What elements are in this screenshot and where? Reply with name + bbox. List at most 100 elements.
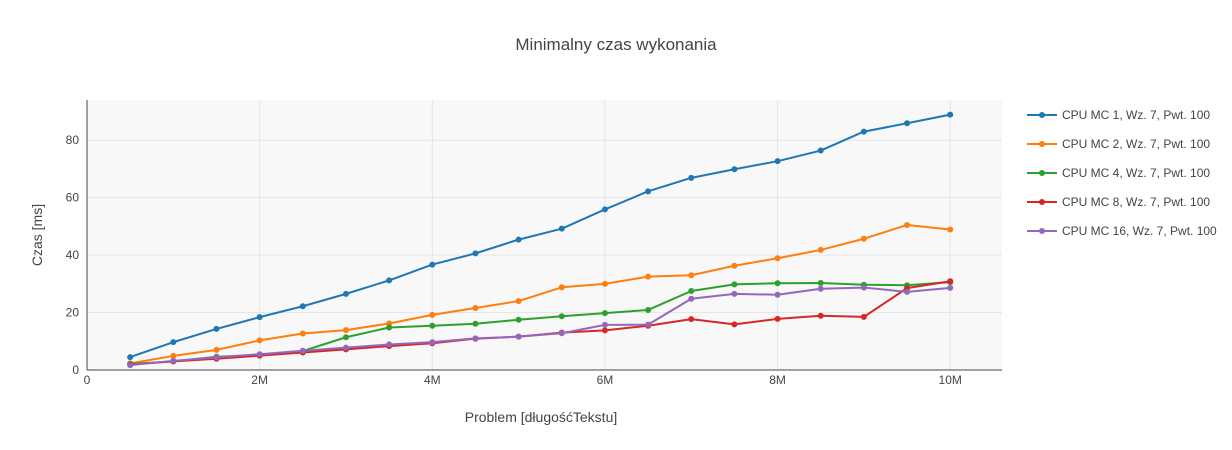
data-point [774, 291, 781, 298]
data-point [127, 362, 134, 369]
data-point [299, 303, 306, 310]
series-group [127, 111, 954, 369]
legend-swatch-marker [1039, 199, 1045, 205]
legend-label: CPU MC 8, Wz. 7, Pwt. 100 [1062, 195, 1210, 209]
data-point [342, 344, 349, 351]
data-point [817, 285, 824, 292]
gridlines [87, 100, 1002, 370]
data-point [472, 304, 479, 311]
data-point [645, 188, 652, 195]
data-point [342, 327, 349, 334]
y-tick-label: 80 [66, 133, 80, 147]
data-point [601, 327, 608, 334]
data-point [731, 166, 738, 173]
data-point [429, 311, 436, 318]
data-point [472, 335, 479, 342]
data-point [386, 341, 393, 348]
legend-item-5[interactable]: CPU MC 16, Wz. 7, Pwt. 100 [1027, 224, 1217, 238]
axes [86, 100, 1002, 371]
plot-area [87, 100, 1002, 370]
data-point [947, 284, 954, 291]
data-point [947, 111, 954, 118]
y-tick-label: 60 [66, 191, 80, 205]
y-axis-title: Czas [ms] [29, 204, 45, 266]
data-point [170, 357, 177, 364]
data-point [601, 310, 608, 317]
data-point [429, 261, 436, 268]
y-tick-labels: 0 20 40 60 80 [66, 133, 80, 377]
data-point [342, 334, 349, 341]
data-point [688, 272, 695, 279]
data-point [213, 325, 220, 332]
legend-label: CPU MC 2, Wz. 7, Pwt. 100 [1062, 137, 1210, 151]
data-point [256, 337, 263, 344]
data-point [558, 313, 565, 320]
y-tick-label: 0 [72, 363, 79, 377]
data-point [601, 206, 608, 213]
data-point [601, 321, 608, 328]
data-point [645, 306, 652, 313]
data-point [860, 313, 867, 320]
legend-item-1[interactable]: CPU MC 1, Wz. 7, Pwt. 100 [1027, 108, 1210, 122]
data-point [515, 333, 522, 340]
legend[interactable]: CPU MC 1, Wz. 7, Pwt. 100 CPU MC 2, Wz. 7… [1027, 108, 1217, 238]
x-tick-label: 2M [251, 373, 268, 387]
data-point [688, 316, 695, 323]
data-point [645, 273, 652, 280]
data-point [515, 298, 522, 305]
data-point [688, 174, 695, 181]
x-tick-label: 10M [939, 373, 962, 387]
legend-label: CPU MC 16, Wz. 7, Pwt. 100 [1062, 224, 1217, 238]
legend-item-3[interactable]: CPU MC 4, Wz. 7, Pwt. 100 [1027, 166, 1210, 180]
data-point [299, 330, 306, 337]
data-point [601, 280, 608, 287]
data-point [904, 288, 911, 295]
data-point [213, 346, 220, 353]
data-point [774, 315, 781, 322]
legend-item-2[interactable]: CPU MC 2, Wz. 7, Pwt. 100 [1027, 137, 1210, 151]
data-point [127, 354, 134, 361]
data-point [472, 250, 479, 257]
data-point [386, 277, 393, 284]
data-point [860, 128, 867, 135]
series-5 [127, 284, 954, 369]
data-point [947, 278, 954, 285]
data-point [256, 351, 263, 358]
legend-swatch-marker [1039, 112, 1045, 118]
data-point [688, 288, 695, 295]
legend-item-4[interactable]: CPU MC 8, Wz. 7, Pwt. 100 [1027, 195, 1210, 209]
data-point [558, 330, 565, 337]
x-tick-labels: 0 2M 4M 6M 8M 10M [84, 373, 962, 387]
data-point [731, 321, 738, 328]
x-axis-title: Problem [długośćTekstu] [465, 409, 618, 425]
legend-swatch-marker [1039, 170, 1045, 176]
data-point [817, 312, 824, 319]
data-point [688, 295, 695, 302]
data-point [256, 314, 263, 321]
data-point [515, 236, 522, 243]
data-point [731, 262, 738, 269]
data-point [558, 284, 565, 291]
data-point [429, 322, 436, 329]
data-point [817, 279, 824, 286]
legend-label: CPU MC 4, Wz. 7, Pwt. 100 [1062, 166, 1210, 180]
x-tick-label: 4M [424, 373, 441, 387]
data-point [774, 255, 781, 262]
data-point [774, 280, 781, 287]
series-line [129, 223, 951, 365]
data-point [731, 290, 738, 297]
legend-swatch-marker [1039, 228, 1045, 234]
data-point [817, 147, 824, 154]
data-point [386, 324, 393, 331]
data-point [472, 320, 479, 327]
series-1 [127, 111, 954, 361]
data-point [429, 339, 436, 346]
data-point [904, 221, 911, 228]
y-tick-label: 40 [66, 248, 80, 262]
data-point [817, 246, 824, 253]
legend-swatch-marker [1039, 141, 1045, 147]
data-point [170, 339, 177, 346]
data-point [860, 284, 867, 291]
data-point [860, 235, 867, 242]
